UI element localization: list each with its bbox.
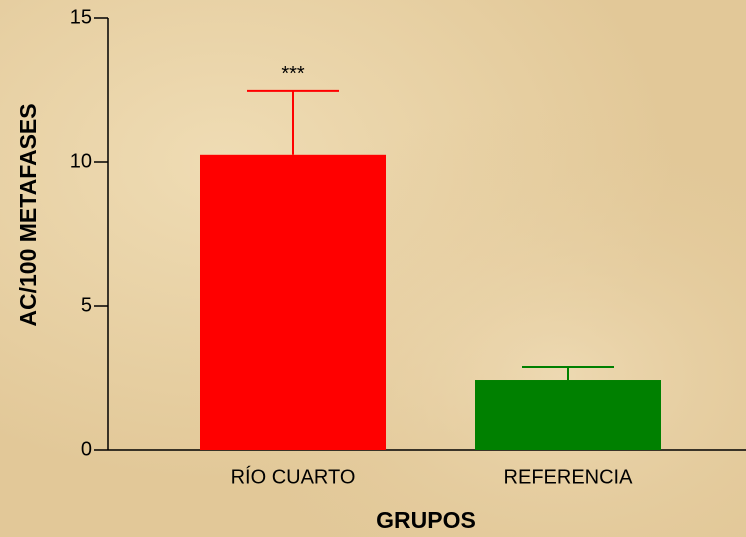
significance-label: *** bbox=[281, 63, 305, 85]
y-axis-title: AC/100 METAFASES bbox=[15, 103, 41, 326]
x-tick-label: RÍO CUARTO bbox=[231, 465, 356, 488]
y-tick-label: 0 bbox=[81, 438, 92, 460]
x-tick-label: REFERENCIA bbox=[504, 466, 634, 488]
x-axis-title: GRUPOS bbox=[376, 507, 476, 533]
y-tick-label: 10 bbox=[70, 150, 92, 172]
y-tick-label: 15 bbox=[70, 6, 92, 28]
error-bar bbox=[522, 366, 614, 381]
error-bar bbox=[247, 89, 339, 155]
bar bbox=[475, 380, 661, 450]
y-tick-label: 5 bbox=[81, 294, 92, 316]
bar bbox=[200, 154, 386, 451]
